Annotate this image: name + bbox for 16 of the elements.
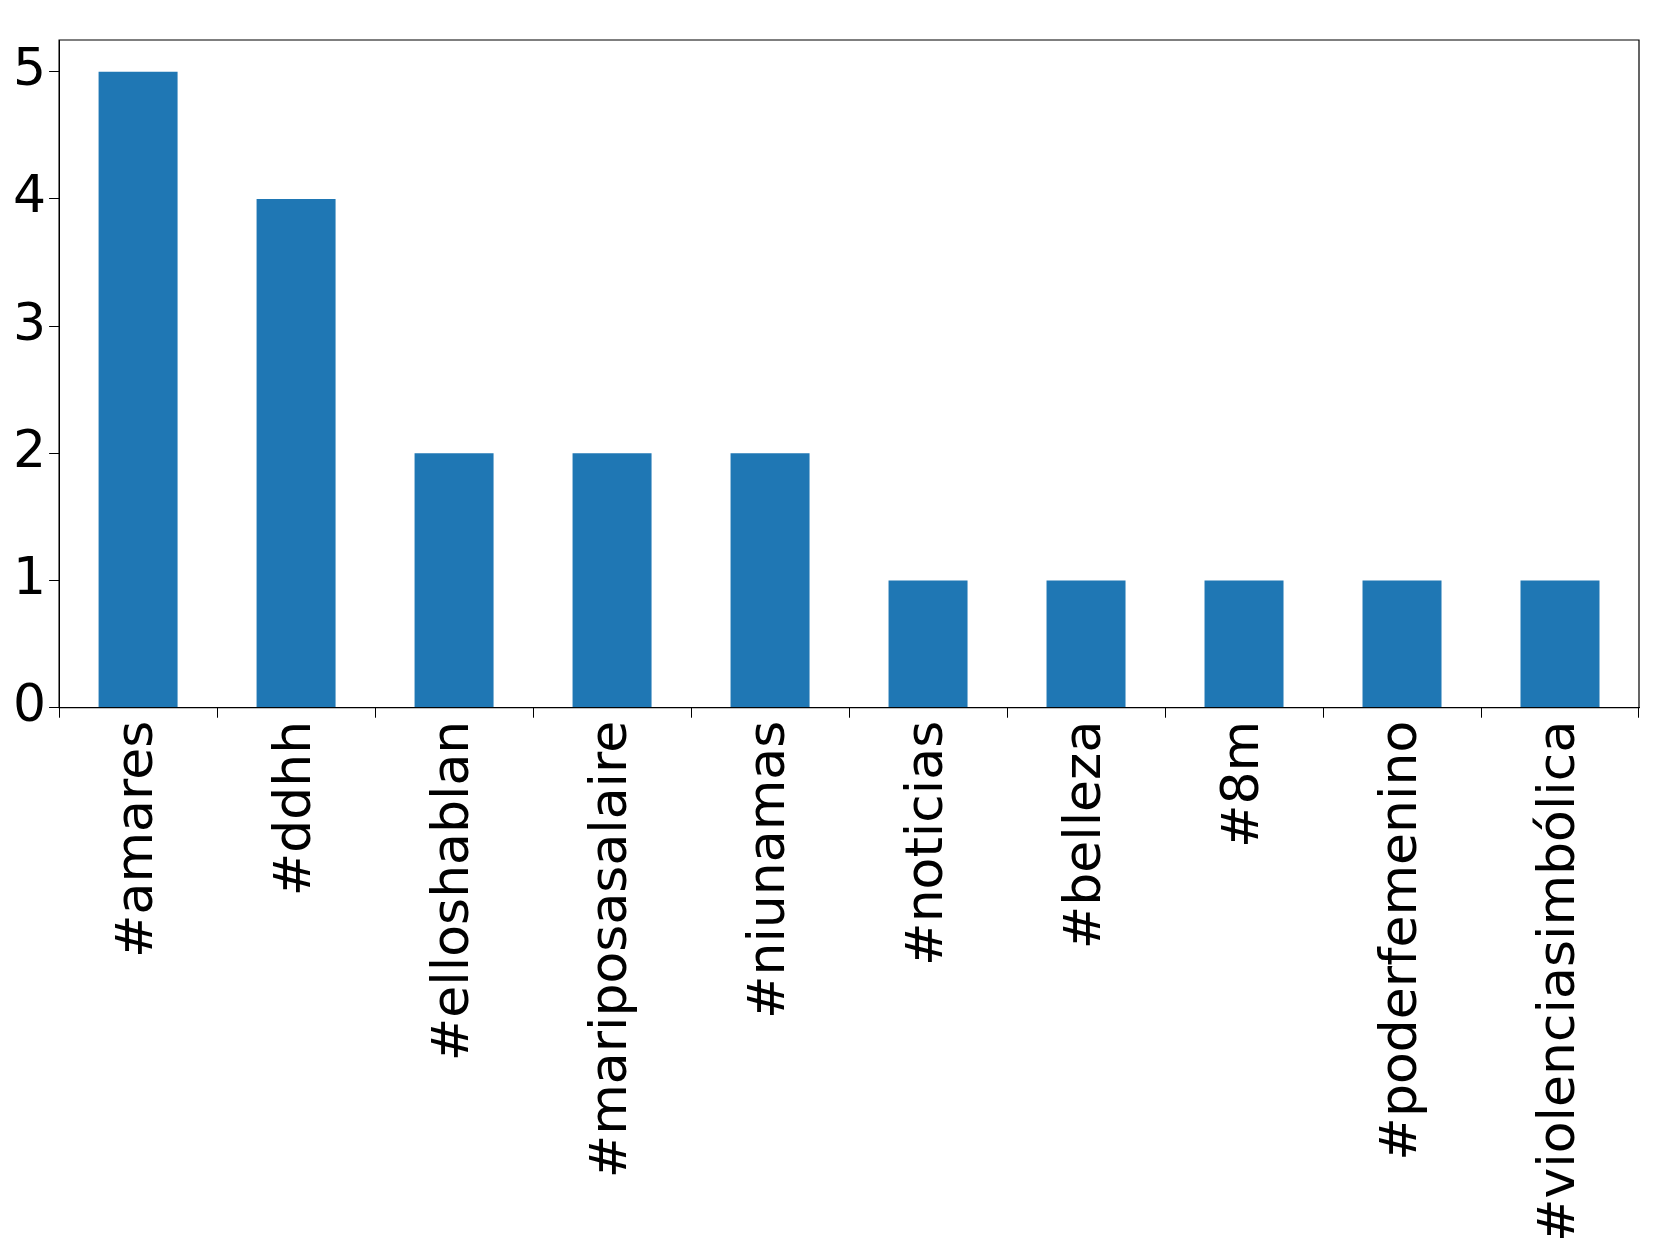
x-tick-label: #niunamas	[735, 720, 796, 1020]
x-tick-label: #noticias	[893, 720, 954, 966]
x-tick-label: #poderfemenino	[1367, 720, 1428, 1161]
y-tick-label: 0	[12, 673, 47, 734]
y-tick-label: 4	[12, 164, 47, 225]
x-tick-label: #amares	[103, 720, 164, 959]
y-tick-label: 1	[12, 546, 47, 607]
y-tick-label: 3	[12, 291, 47, 352]
y-tick-label: 2	[12, 418, 47, 479]
x-tick-label: #mariposasalaire	[577, 720, 638, 1179]
x-tick-label: #ddhh	[261, 720, 322, 897]
y-tick-label: 5	[12, 37, 47, 98]
x-tick-label: #8m	[1209, 720, 1270, 849]
x-tick-label: #violenciasimbólica	[1525, 720, 1586, 1243]
x-tick-label: #elloshablan	[419, 720, 480, 1062]
x-tick-label: #belleza	[1051, 720, 1112, 950]
